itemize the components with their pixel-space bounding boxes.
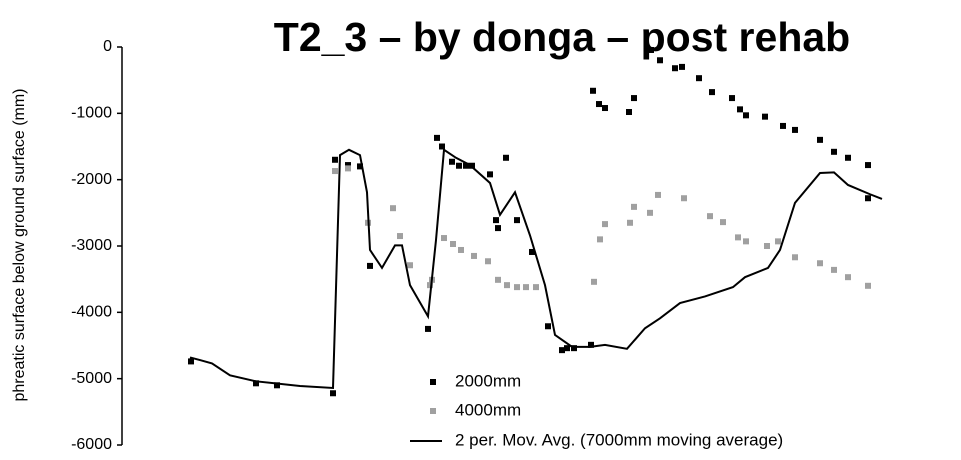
data-point: [588, 341, 594, 348]
data-point: [679, 63, 685, 70]
data-point: [865, 195, 871, 202]
data-point: [357, 163, 363, 170]
data-point: [681, 195, 687, 202]
data-point: [439, 143, 445, 150]
data-point: [332, 156, 338, 163]
y-tick-label: -3000: [71, 237, 112, 254]
data-point: [707, 213, 713, 220]
data-point: [764, 243, 770, 249]
data-point: [253, 380, 259, 387]
data-point: [390, 205, 396, 212]
data-point: [529, 248, 535, 255]
data-point: [831, 148, 837, 155]
data-point: [485, 258, 491, 265]
data-point: [407, 262, 413, 269]
data-point: [330, 390, 336, 397]
y-tick-label: -1000: [71, 105, 112, 122]
data-point: [456, 162, 462, 169]
data-point: [720, 219, 726, 226]
data-point: [627, 219, 633, 226]
data-point: [332, 168, 338, 175]
data-point: [817, 136, 823, 143]
data-point: [596, 101, 602, 108]
data-point: [514, 284, 520, 291]
data-point: [743, 112, 749, 119]
data-point: [188, 358, 194, 365]
legend-label: 2000mm: [455, 371, 521, 390]
y-tick-label: -5000: [71, 370, 112, 387]
data-point: [655, 191, 661, 198]
y-tick-label: 0: [103, 38, 112, 55]
data-point: [487, 171, 493, 178]
data-point: [345, 165, 351, 172]
data-point: [559, 347, 565, 354]
data-point: [504, 282, 510, 289]
data-point: [696, 75, 702, 82]
data-point: [647, 209, 653, 216]
data-point: [597, 236, 603, 243]
data-point: [434, 134, 440, 141]
data-point: [672, 65, 678, 72]
data-point: [345, 162, 351, 169]
data-point: [792, 254, 798, 261]
data-point: [626, 109, 632, 116]
data-point: [495, 225, 501, 232]
data-point: [523, 284, 529, 291]
data-point: [775, 238, 781, 245]
data-point: [441, 235, 447, 242]
data-point: [845, 154, 851, 161]
data-point: [631, 203, 637, 210]
data-point: [709, 89, 715, 96]
data-point: [631, 95, 637, 102]
data-point: [533, 284, 539, 291]
y-tick-label: -6000: [71, 436, 112, 453]
data-point: [602, 105, 608, 112]
data-point: [591, 278, 597, 285]
data-point: [737, 106, 743, 113]
data-point: [274, 382, 280, 389]
data-point: [865, 162, 871, 169]
data-point: [845, 274, 851, 281]
data-point: [564, 345, 570, 352]
data-point: [780, 122, 786, 129]
data-point: [590, 87, 596, 94]
data-point: [571, 345, 577, 352]
data-point: [495, 276, 501, 283]
data-point: [729, 95, 735, 102]
data-point: [458, 246, 464, 253]
data-point: [503, 154, 509, 161]
legend-label: 4000mm: [455, 400, 521, 419]
data-point: [425, 325, 431, 332]
legend-label: 2 per. Mov. Avg. (7000mm moving average): [455, 430, 783, 449]
data-point: [831, 266, 837, 273]
data-point: [427, 282, 433, 289]
data-point: [514, 217, 520, 224]
y-tick-label: -2000: [71, 171, 112, 188]
data-point: [762, 113, 768, 120]
legend-swatch: [430, 379, 436, 385]
data-point: [792, 126, 798, 133]
moving-average-line: [189, 148, 883, 390]
data-point: [602, 221, 608, 228]
y-tick-label: -4000: [71, 304, 112, 321]
data-point: [817, 260, 823, 267]
data-point: [471, 252, 477, 259]
data-point: [735, 234, 741, 241]
data-point: [463, 162, 469, 169]
data-point: [648, 46, 654, 53]
y-axis-label: phreatic surface below ground surface (m…: [11, 88, 28, 401]
chart-title: T2_3 – by donga – post rehab: [274, 14, 850, 60]
legend-swatch: [430, 408, 436, 414]
data-point: [545, 323, 551, 330]
data-point: [450, 241, 456, 248]
data-point: [397, 233, 403, 240]
data-point: [865, 282, 871, 289]
data-point: [493, 217, 499, 224]
data-point: [367, 262, 373, 269]
data-point: [743, 238, 749, 245]
data-point: [449, 158, 455, 165]
data-point: [657, 57, 663, 64]
